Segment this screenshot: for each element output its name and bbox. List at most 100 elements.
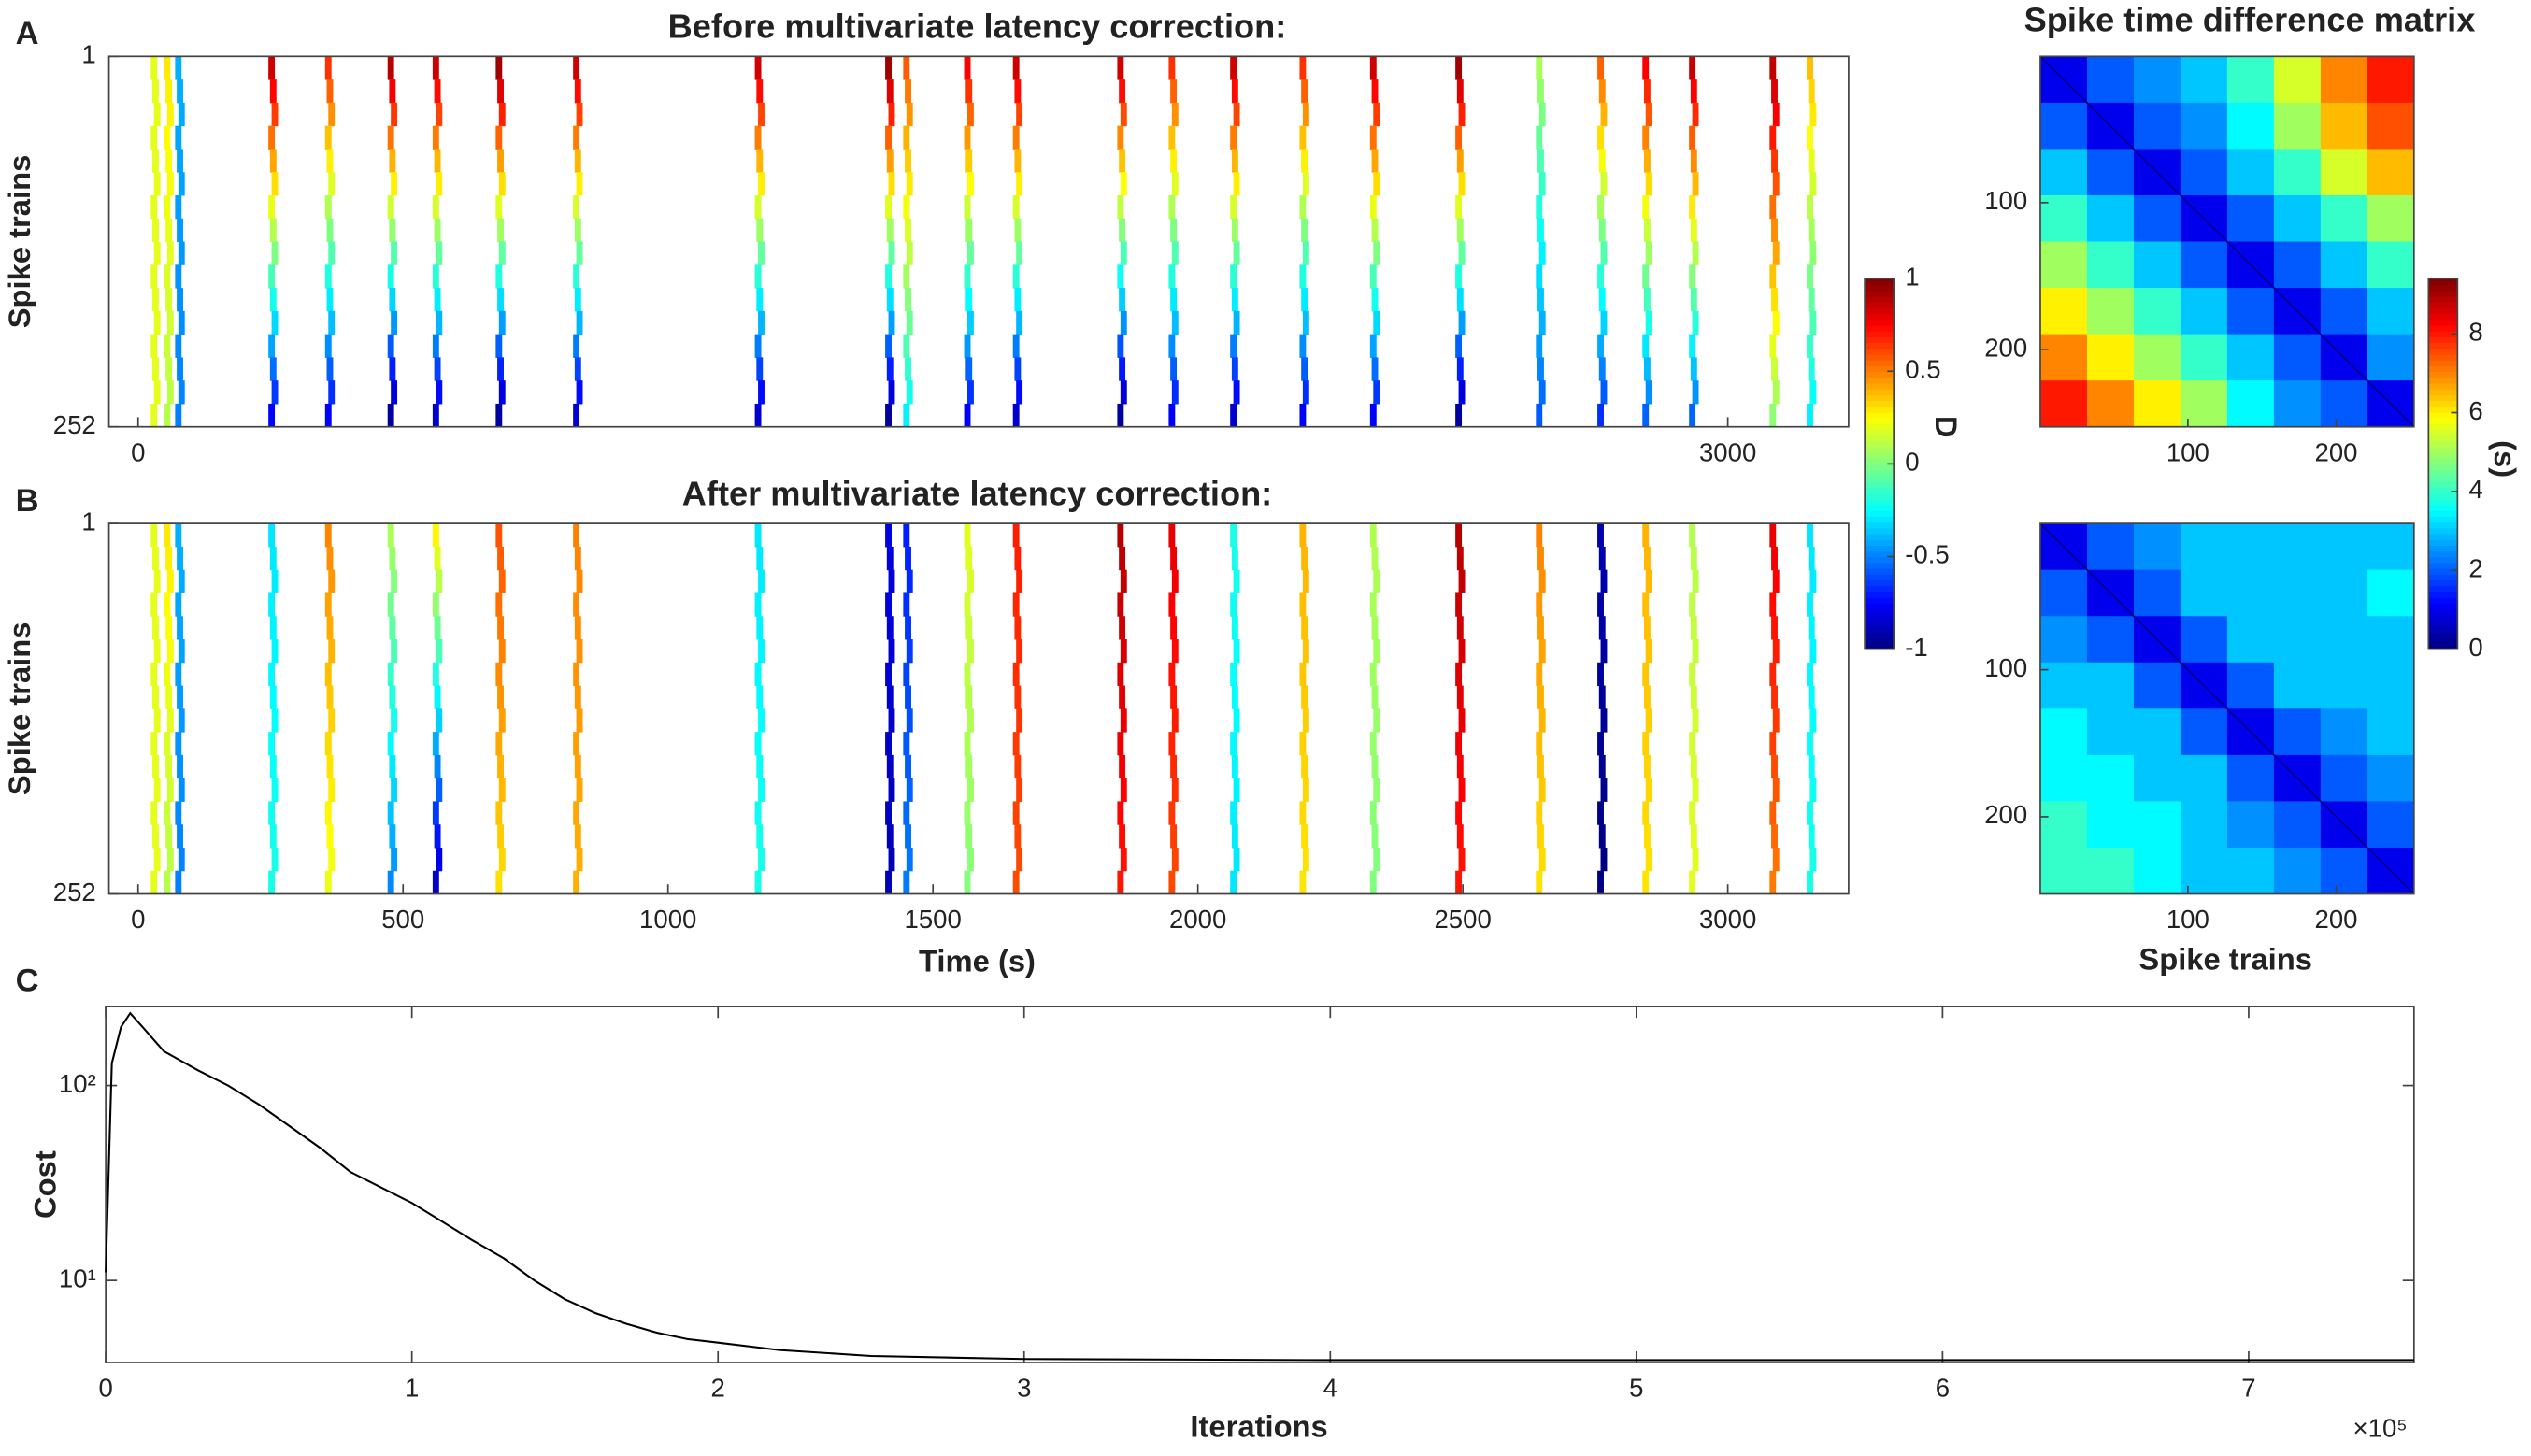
x-tick-label: 3000: [1699, 437, 1756, 466]
axes-box: [2427, 278, 2459, 650]
spike-event: [1170, 754, 1178, 779]
spike-event: [1230, 662, 1237, 687]
spike-event: [964, 732, 971, 756]
matrix-cell: [2367, 801, 2415, 849]
colorbar-tick-label: -1: [1905, 633, 1928, 662]
spike-event: [1772, 102, 1780, 127]
x-tick-label: 200: [2315, 437, 2358, 466]
colorbar-step: [1865, 313, 1895, 321]
colorbar-step: [1865, 411, 1895, 419]
colorbar-step: [1865, 475, 1895, 482]
spike-event: [1771, 288, 1778, 312]
colorbar-step: [2428, 475, 2458, 482]
spike-event: [967, 380, 974, 405]
spike-event: [576, 569, 583, 593]
spike-event: [1373, 380, 1380, 405]
spike-event: [328, 172, 336, 196]
spike-event: [903, 870, 910, 895]
spike-event: [328, 569, 336, 593]
spike-event: [152, 218, 159, 243]
colorbar-step: [1865, 330, 1895, 337]
spike-event: [1643, 754, 1651, 779]
spike-event: [903, 56, 910, 80]
spike-event: [495, 801, 503, 825]
colorbar-step: [1865, 295, 1895, 303]
spike-event: [886, 357, 894, 381]
spike-event: [903, 592, 910, 617]
colorbar-step: [1865, 446, 1895, 453]
spike-event: [432, 801, 439, 825]
spike-event: [271, 569, 279, 593]
colorbar-step: [2428, 429, 2458, 436]
spike-event: [574, 218, 581, 243]
spike-event: [1171, 708, 1179, 733]
colorbar-step: [2428, 377, 2458, 384]
colorbar-step: [1865, 458, 1895, 465]
matrix-cell: [2226, 801, 2275, 849]
spike-event: [1772, 708, 1780, 733]
spike-event: [964, 801, 971, 825]
spike-event: [1301, 149, 1308, 173]
matrix-cell: [2133, 801, 2181, 849]
spike-event: [1772, 310, 1780, 335]
spike-event: [391, 172, 398, 196]
spike-event: [905, 218, 911, 243]
spike-event: [436, 708, 443, 733]
spike-event: [1645, 310, 1652, 335]
y-tick-label: 200: [1984, 333, 2027, 362]
spike-event: [166, 847, 174, 872]
spike-event: [1230, 592, 1237, 617]
spike-event: [1597, 403, 1604, 428]
spike-event: [150, 264, 158, 289]
spike-event: [389, 357, 396, 381]
matrix-cell: [2226, 380, 2275, 428]
colorbar-step: [2428, 562, 2458, 569]
spike-event: [1769, 403, 1777, 428]
spike-event: [1302, 380, 1309, 405]
spike-event: [495, 403, 503, 428]
spike-event: [1016, 172, 1023, 196]
spike-event: [758, 708, 765, 733]
spike-event: [1230, 264, 1237, 289]
matrix-cell: [2367, 616, 2415, 664]
spike-event: [1117, 334, 1124, 358]
spike-event: [328, 708, 336, 733]
spike-event: [1538, 172, 1546, 196]
spike-event: [888, 241, 895, 265]
spike-event: [432, 732, 439, 756]
spike-event: [1597, 662, 1604, 687]
spike-event: [1119, 218, 1126, 243]
spike-event: [1371, 616, 1379, 640]
colorbar-step: [1865, 400, 1895, 407]
spike-event: [389, 288, 396, 312]
spike-event: [1170, 149, 1178, 173]
spike-event: [391, 708, 398, 733]
x-tick-label: 0: [98, 1374, 112, 1403]
matrix-cell: [2180, 754, 2228, 802]
spike-event: [1371, 218, 1379, 243]
spike-event: [576, 847, 583, 872]
colorbar-step: [2428, 319, 2458, 326]
colorbar-step: [2428, 585, 2458, 592]
spike-event: [1598, 79, 1606, 104]
spike-event: [1120, 102, 1127, 127]
spike-event: [1302, 310, 1309, 335]
spike-event: [1168, 56, 1176, 80]
spike-event: [1119, 754, 1126, 779]
spike-event: [1171, 380, 1179, 405]
spike-event: [1645, 569, 1652, 593]
spike-event: [498, 172, 506, 196]
colorbar-step: [2428, 504, 2458, 511]
spike-event: [1538, 569, 1546, 593]
spike-event: [387, 264, 394, 289]
spike-event: [1597, 523, 1604, 548]
axes-box: [105, 1006, 2415, 1363]
spike-event: [1299, 403, 1307, 428]
spike-event: [754, 662, 762, 687]
x-axis-label: Time (s): [919, 943, 1036, 978]
spike-event: [1692, 310, 1699, 335]
spike-event: [967, 102, 974, 127]
colorbar-step: [1865, 625, 1895, 633]
spike-event: [573, 870, 580, 895]
spike-event: [1689, 732, 1696, 756]
